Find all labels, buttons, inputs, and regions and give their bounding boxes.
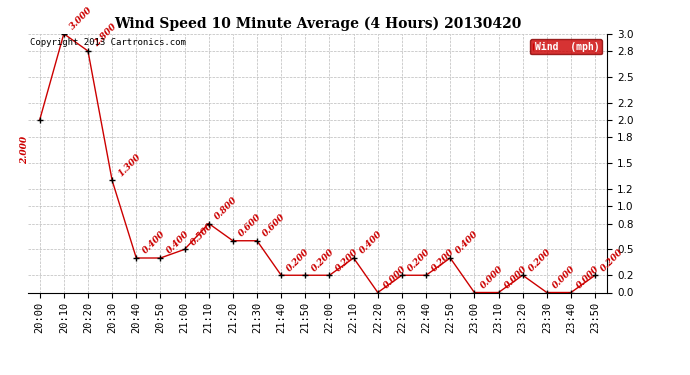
Text: 1.300: 1.300 (117, 152, 143, 178)
Text: 2.000: 2.000 (20, 135, 29, 164)
Title: Wind Speed 10 Minute Average (4 Hours) 20130420: Wind Speed 10 Minute Average (4 Hours) 2… (114, 17, 521, 31)
Text: 0.200: 0.200 (406, 247, 433, 273)
Text: 0.000: 0.000 (382, 264, 408, 290)
Text: 0.000: 0.000 (575, 264, 602, 290)
Text: 0.200: 0.200 (600, 247, 626, 273)
Text: 0.800: 0.800 (213, 195, 239, 221)
Text: 0.500: 0.500 (189, 221, 215, 247)
Text: 0.400: 0.400 (358, 230, 384, 256)
Text: Copyright 2013 Cartronics.com: Copyright 2013 Cartronics.com (30, 38, 186, 46)
Text: 0.200: 0.200 (527, 247, 553, 273)
Text: 0.000: 0.000 (551, 264, 578, 290)
Text: 3.000: 3.000 (68, 5, 95, 32)
Text: 0.400: 0.400 (455, 230, 481, 256)
Text: 2.800: 2.800 (92, 22, 119, 49)
Legend: Wind  (mph): Wind (mph) (530, 39, 602, 54)
Text: 0.000: 0.000 (479, 264, 505, 290)
Text: 0.200: 0.200 (310, 247, 336, 273)
Text: 0.200: 0.200 (286, 247, 312, 273)
Text: 0.400: 0.400 (141, 230, 167, 256)
Text: 0.000: 0.000 (503, 264, 529, 290)
Text: 0.200: 0.200 (334, 247, 360, 273)
Text: 0.600: 0.600 (262, 212, 288, 238)
Text: 0.600: 0.600 (237, 212, 264, 238)
Text: 0.200: 0.200 (431, 247, 457, 273)
Text: 0.400: 0.400 (165, 230, 191, 256)
